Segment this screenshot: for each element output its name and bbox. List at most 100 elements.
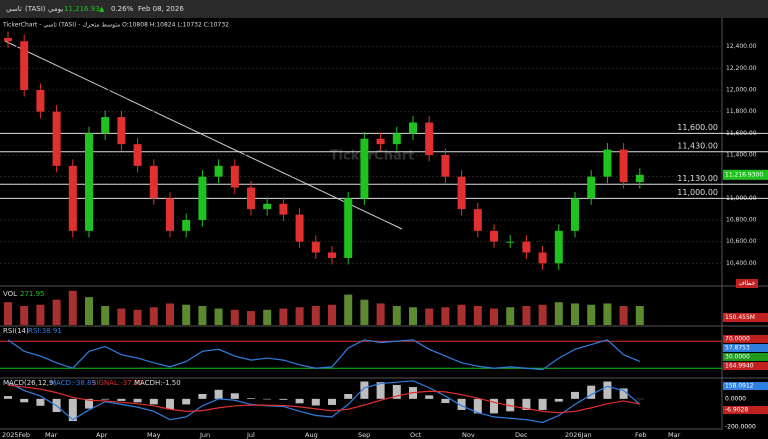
period: يومي [48,5,63,13]
level-label: 11,600.00 [677,123,718,132]
x-label: Nov [462,431,475,439]
histogram-bar [295,398,304,404]
volume-bar [214,308,223,325]
candle-body [230,165,239,188]
candle-body [4,38,12,42]
change: 0.26% [111,5,134,13]
trendline [4,40,403,230]
volume-bar [457,304,466,325]
candle-body [20,41,29,90]
volume-bar [279,308,288,325]
histogram-bar [522,398,531,410]
candle-body [344,198,353,258]
candle-body [52,111,61,166]
volume-bar [392,306,401,325]
volume-bar [344,294,353,325]
macd-line [7,384,640,414]
volume-bar [635,306,644,325]
histogram-bar [36,398,45,406]
volume-bar [619,306,628,325]
candle-body [376,138,385,145]
marker-box [723,395,768,403]
volume-bar [490,308,498,325]
histogram-bar [263,398,272,400]
axis-marker: 158.0912 [725,383,754,390]
candle-body [166,198,174,231]
candle-body [149,165,158,199]
volume-bar [473,306,482,325]
axis-marker: 30.0000 [725,354,750,361]
histogram-bar [279,398,288,400]
histogram-bar [619,388,628,399]
x-label: Oct [410,431,422,439]
candle-body [36,90,45,112]
x-label: Sep [358,431,370,439]
marker-box [723,313,768,322]
volume-bar [182,304,191,325]
histogram-bar [166,398,174,410]
histogram-bar [571,391,579,399]
candle-body [279,203,288,215]
plot: 10,400.00 10,600.00 10,800.00 11,000.00 11,2… [0,18,768,439]
histogram-bar [85,398,93,409]
candle-body [587,176,596,199]
histogram-bar [4,396,12,399]
histogram-bar [198,393,207,399]
candle-body [263,203,272,210]
volume-bar [311,306,320,325]
volume-bar [506,307,515,325]
candle-body [538,252,547,264]
side-tag-box [736,279,758,288]
volume-bar [360,299,369,325]
candle-body [409,122,417,134]
level-label: 11,430.00 [677,141,718,150]
volume-bar [133,309,142,325]
x-label: Mar [668,431,681,439]
volume-bar [68,290,77,325]
histogram-bar [230,393,239,399]
volume-bar [20,306,29,325]
histogram-bar [101,398,110,400]
marker-box [723,353,768,361]
y-tick-label: 11,800.00 [726,108,757,115]
level-label: 11,000.00 [677,188,718,197]
x-label: Mar [45,431,58,439]
volume-bar [328,304,336,325]
histogram-bar [425,395,434,399]
x-label: Aug [305,431,318,439]
histogram-bar [376,382,385,399]
histogram-bar [360,381,369,399]
macd-line [7,380,641,424]
marker-box [723,382,768,390]
panel-title: VOL [3,290,17,298]
y-tick-label: 10,400.00 [726,260,757,267]
histogram-bar [392,384,401,399]
volume-bar [101,306,110,325]
candle-body [68,165,77,231]
candle-body [182,220,191,231]
axis-marker: 150.455M [725,314,755,321]
volume-bar [198,306,207,325]
histogram-bar [328,398,336,405]
histogram-bar [603,381,612,399]
volume-bar [295,307,304,325]
volume-bar [263,309,272,325]
histogram-bar [506,398,515,412]
candle-body [311,241,320,253]
candle-body [490,230,498,242]
marker-box [723,335,768,343]
up-arrow: ▲ [99,5,105,13]
candle-body [198,176,207,220]
histogram-bar [247,398,255,399]
volume-bar [117,308,126,325]
axis-marker: -200.0000 [725,424,756,431]
rsi-line [7,339,641,371]
caption: TickerChart - تاسي (TASI) - متوسط متحرك … [2,22,229,29]
axis-marker: -6.9028 [725,407,748,414]
histogram-bar [117,398,126,401]
panel-title: MACD(26,12,9) [3,379,56,387]
volume-bar [247,311,255,325]
side-tag: خطاف [739,280,756,287]
candle-body [214,165,223,177]
